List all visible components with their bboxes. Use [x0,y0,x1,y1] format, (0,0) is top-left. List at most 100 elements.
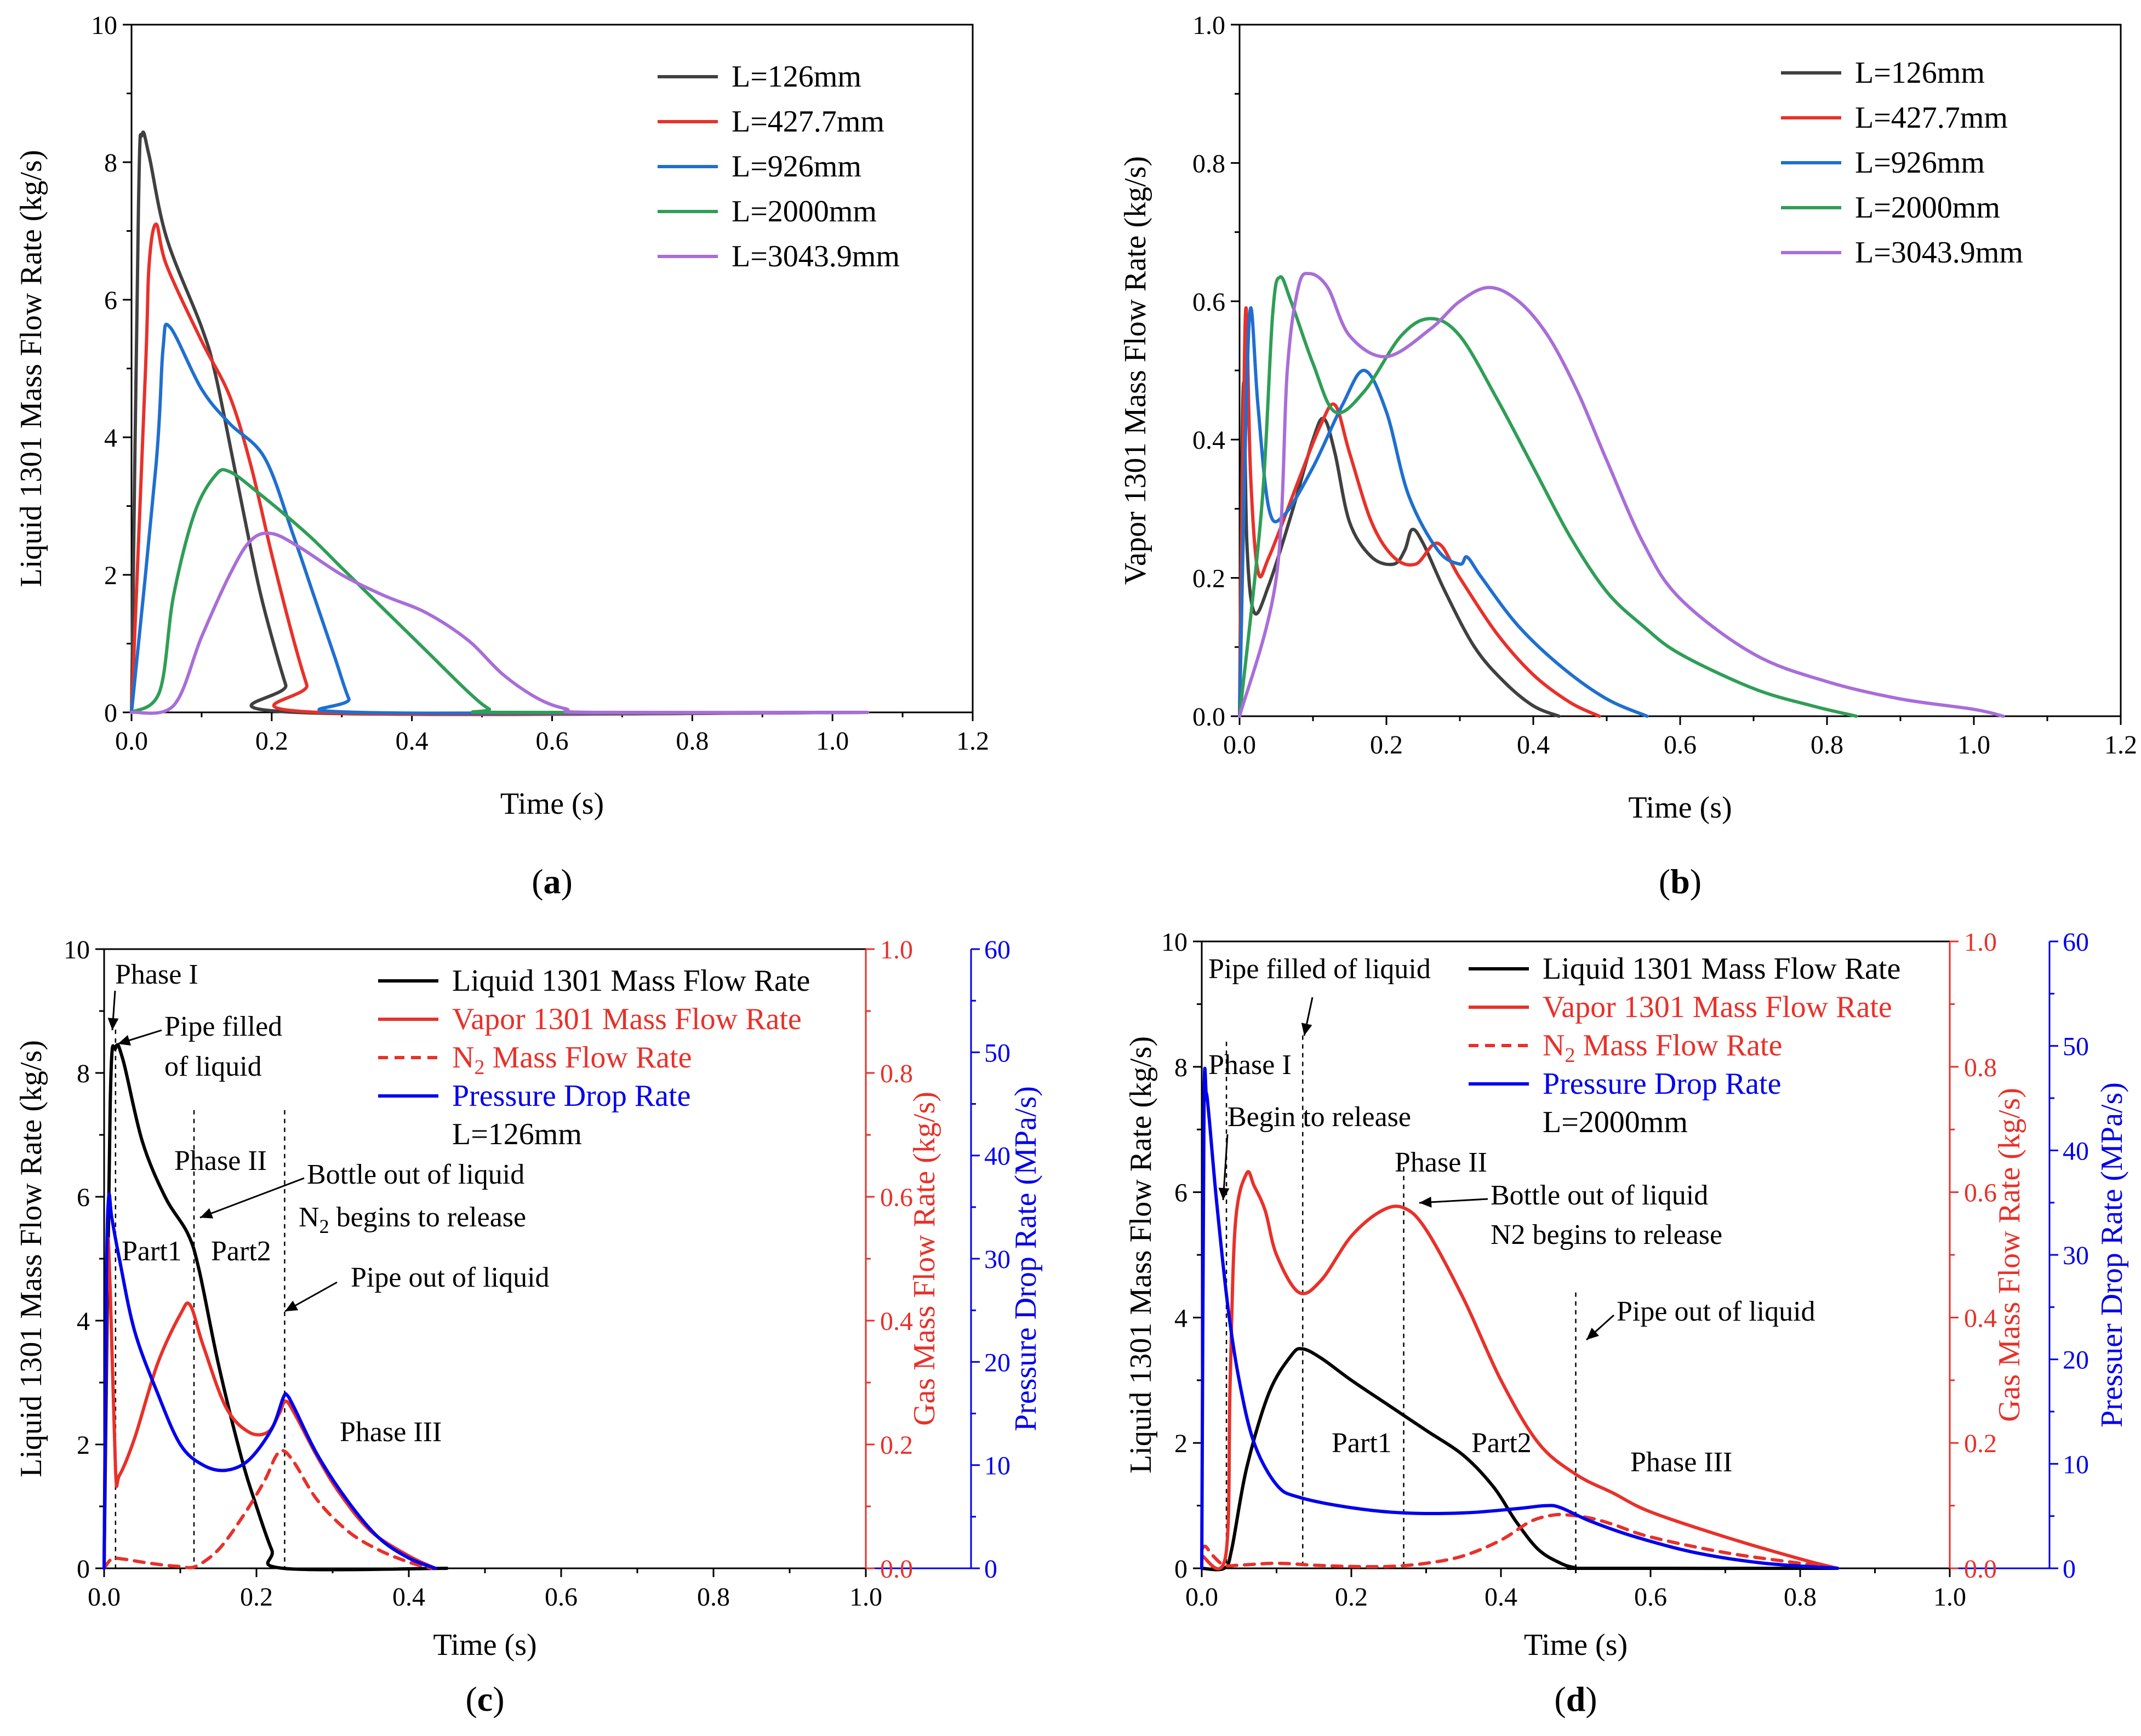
x-axis-title: Time (s) [500,787,604,821]
legend-entry: L=427.7mm [732,105,884,139]
annotation-text: Part2 [211,1236,271,1267]
y3-tick-label: 10 [984,1452,1010,1481]
annotation-arrow [199,1177,305,1219]
y3-tick-label: 50 [984,1038,1010,1067]
series-line-4 [1238,272,2005,718]
x-tick-label: 0.6 [1634,1583,1667,1612]
y-tick-label: 0 [77,1555,90,1584]
y2-tick-label: 0.0 [1964,1555,1997,1584]
x-tick-label: 0.4 [396,727,429,756]
y3-tick-label: 50 [2063,1032,2089,1061]
y-tick-label: 0.6 [1192,288,1225,317]
y-tick-label: 8 [77,1059,90,1088]
annotation-text: Pipe filled of liquid [1208,953,1431,985]
legend-entry: Liquid 1301 Mass Flow Rate [1543,952,1900,986]
series-line-1 [1238,306,1601,718]
y3-tick-label: 40 [984,1142,1010,1171]
y3-tick-label: 20 [984,1348,1010,1377]
legend-note: L=126mm [452,1117,582,1151]
y2-tick-label: 0.2 [1964,1429,1997,1458]
x-tick-label: 1.0 [1933,1583,1966,1612]
y-axis-title: Liquid 1301 Mass Flow Rate (kg/s) [14,150,48,587]
x-axis-title: Time (s) [1524,1628,1628,1662]
y-tick-label: 1.0 [1192,11,1225,40]
legend-entry: L=427.7mm [1855,101,2008,135]
y-axis-title: Vapor 1301 Mass Flow Rate (kg/s) [1118,156,1152,585]
legend-entry: L=3043.9mm [732,239,900,273]
y-tick-label: 10 [64,935,90,964]
y2-axis-title: Gas Mass Flow Rate (kg/s) [907,1092,941,1426]
y3-tick-label: 20 [2063,1346,2089,1375]
annotation-text: Phase I [1208,1049,1292,1081]
legend-entry: Vapor 1301 Mass Flow Rate [1543,990,1892,1024]
y3-axis-title: Pressure Drop Rate (MPa/s) [1009,1086,1043,1431]
y2-tick-label: 0.4 [1964,1304,1997,1333]
x-tick-label: 0.6 [1664,730,1697,760]
y2-axis-title: Gas Mass Flow Rate (kg/s) [1992,1088,2026,1422]
x-tick-label: 0.6 [536,727,569,756]
y-tick-label: 4 [104,424,117,453]
x-tick-label: 0.0 [88,1583,121,1612]
annotation-text: Bottle out of liquid [307,1159,524,1190]
annotation-arrowhead [200,1208,214,1219]
legend-entry: L=2000mm [732,195,877,229]
legend-entry: L=926mm [732,150,861,184]
panel-label: (d) [1554,1680,1597,1718]
y-tick-label: 0.4 [1192,426,1225,455]
annotation-arrowhead [1419,1196,1432,1208]
y3-tick-label: 30 [2063,1241,2089,1270]
panel-b: 0.0 0.2 0.4 0.6 0.8 1.0 1.2 0.0 0.2 0.4 0.6 0.8 1.0 T… [1118,11,2137,901]
annotation-text: Begin to release [1227,1101,1411,1133]
y-axis-title: Liquid 1301 Mass Flow Rate (kg/s) [1124,1036,1158,1474]
annotation-text: of liquid [164,1051,262,1082]
legend-entry: L=126mm [732,60,861,94]
series-line-1 [1200,1170,1840,1571]
y-tick-label: 0 [104,699,117,728]
annotation-text: Phase III [1630,1447,1732,1478]
x-tick-label: 0.2 [240,1583,273,1612]
annotation-arrowhead [107,1018,119,1030]
y2-tick-label: 0.4 [880,1307,913,1336]
y-tick-label: 4 [1174,1304,1187,1333]
annotation-text: Part1 [1332,1427,1392,1459]
y-tick-label: 10 [1161,928,1187,957]
x-tick-label: 0.8 [1811,730,1843,760]
x-axis-title: Time (s) [433,1628,536,1662]
panel-d: 0.0 0.2 0.4 0.6 0.8 1.0 0 2 4 6 8 10 0.0 0.2 0.4 0.6 0.8… [1124,928,2129,1718]
annotation-text: Part2 [1471,1427,1532,1459]
legend-entry: Vapor 1301 Mass Flow Rate [452,1002,802,1036]
x-tick-label: 1.2 [2104,730,2137,760]
annotation-text: Phase III [340,1417,442,1448]
series-line-3 [130,468,870,715]
x-tick-label: 1.0 [816,727,849,756]
series-line-0 [102,1043,449,1572]
legend-entry: L=3043.9mm [1855,236,2023,270]
legend-entry: L=926mm [1855,146,1985,180]
x-tick-label: 0.0 [1185,1583,1218,1612]
x-tick-label: 0.8 [697,1583,730,1612]
legend-entry: N2 Mass Flow Rate [452,1041,692,1079]
y3-tick-label: 40 [2063,1137,2089,1166]
x-tick-label: 0.2 [1370,730,1403,760]
y-axis-title: Liquid 1301 Mass Flow Rate (kg/s) [14,1040,48,1477]
legend-note: L=2000mm [1543,1105,1688,1139]
x-tick-label: 0.2 [255,727,288,756]
series-line-2 [130,323,870,715]
x-tick-label: 0.8 [1784,1583,1817,1612]
panel-label: (b) [1659,862,1702,901]
y-tick-label: 0 [1174,1555,1187,1584]
series-line-3 [1200,1066,1840,1570]
panel-label: (c) [465,1680,504,1718]
series-line-0 [1200,1347,1840,1572]
legend-entry: Pressure Drop Rate [1543,1067,1781,1101]
series-line-2 [1238,306,1649,718]
y3-axis-title: Pressuer Drop Rate (MPa/s) [2095,1082,2129,1427]
x-tick-label: 0.6 [545,1583,578,1612]
y3-tick-label: 10 [2063,1450,2089,1479]
annotation-text: Part1 [122,1236,182,1267]
x-tick-label: 1.2 [956,727,989,756]
y-tick-label: 6 [77,1183,90,1212]
series-line-0 [130,130,870,716]
y2-tick-label: 1.0 [1964,928,1997,957]
legend-entry: Liquid 1301 Mass Flow Rate [452,964,810,998]
